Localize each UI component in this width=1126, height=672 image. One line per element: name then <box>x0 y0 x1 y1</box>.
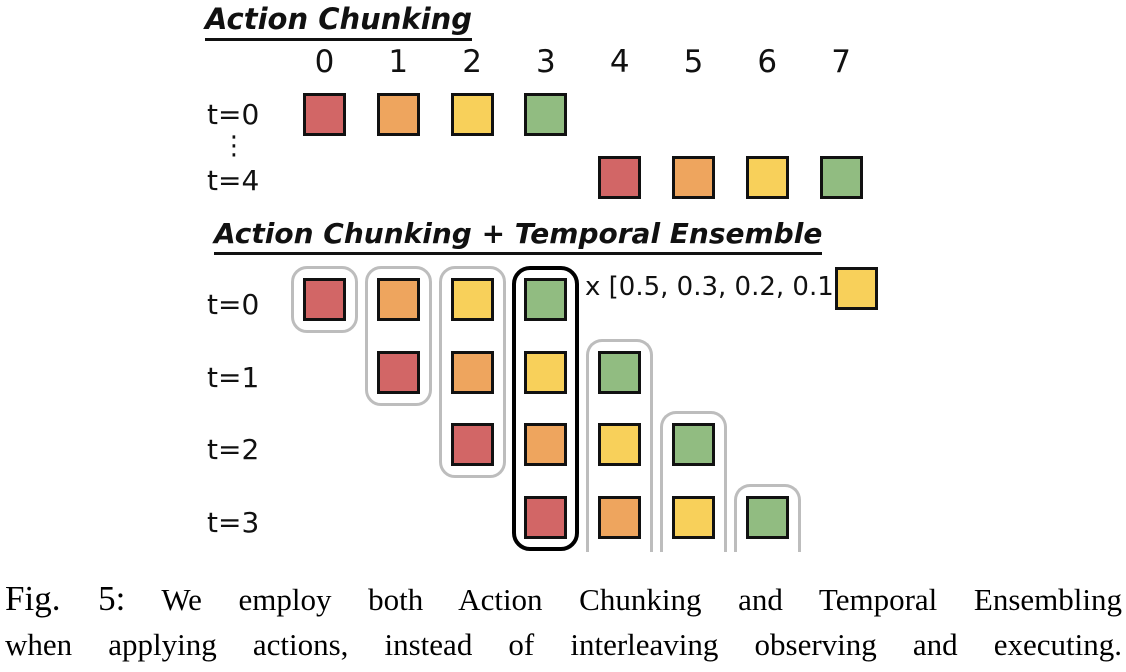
row-label-t=1: t=1 <box>207 361 260 394</box>
action-square-green <box>524 278 568 321</box>
row-label-t=0: t=0 <box>207 288 260 321</box>
column-header-5: 5 <box>683 44 704 80</box>
caption-line-1-text: We employ both Action Chunking and Tempo… <box>161 582 1122 617</box>
action-square-green <box>598 351 642 394</box>
action-square-orange <box>598 496 642 539</box>
column-header-3: 3 <box>536 44 556 80</box>
ensembled-action-square <box>835 267 878 310</box>
row-label-t=0: t=0 <box>207 98 260 131</box>
action-square-red <box>376 351 420 394</box>
column-header-6: 6 <box>757 44 778 80</box>
ensemble-group-col-5 <box>660 411 727 552</box>
action-square-red <box>598 156 642 199</box>
action-square-red <box>303 93 346 136</box>
column-header-1: 1 <box>388 44 409 80</box>
action-square-red <box>450 423 494 466</box>
action-square-green <box>524 93 568 136</box>
action-square-yellow <box>524 351 568 394</box>
figure-caption: Fig. 5: We employ both Action Chunking a… <box>5 576 1122 667</box>
action-square-yellow <box>450 93 494 136</box>
action-square-orange <box>376 278 420 321</box>
action-square-green <box>745 496 789 539</box>
caption-line-1: Fig. 5: We employ both Action Chunking a… <box>5 576 1122 622</box>
row-label-t=3: t=3 <box>207 506 260 539</box>
action-square-green <box>819 156 863 199</box>
ensemble-group-col-6 <box>733 484 801 552</box>
column-header-4: 4 <box>609 44 630 80</box>
ensemble-group-col-3-highlighted <box>512 266 580 551</box>
action-square-orange <box>672 156 715 199</box>
ensemble-weight-expression: x [0.5, 0.3, 0.2, 0.1] = <box>585 272 874 302</box>
column-header-2: 2 <box>462 44 482 80</box>
column-header-0: 0 <box>314 44 335 80</box>
action-square-orange <box>450 351 494 394</box>
caption-line-2: when applying actions, instead of interl… <box>5 627 1122 662</box>
row-label-t=4: t=4 <box>207 164 260 197</box>
ensemble-group-col-4 <box>586 339 654 552</box>
ensemble-group-col-1 <box>364 266 432 406</box>
column-header-7: 7 <box>831 44 851 80</box>
temporal-ensemble-title: Action Chunking + Temporal Ensemble <box>214 218 823 255</box>
action-square-red <box>303 278 346 321</box>
caption-fig-label: Fig. 5: <box>5 579 126 618</box>
vertical-ellipsis: ⋮ <box>221 131 247 161</box>
action-square-orange <box>376 93 420 136</box>
action-square-yellow <box>450 278 494 321</box>
action-square-yellow <box>672 496 715 539</box>
ensemble-group-col-0 <box>291 266 358 333</box>
ensemble-group-col-2 <box>438 266 506 478</box>
action-square-yellow <box>598 423 642 466</box>
action-square-red <box>524 496 568 539</box>
action-square-green <box>672 423 715 466</box>
row-label-t=2: t=2 <box>207 433 260 466</box>
action-square-orange <box>524 423 568 466</box>
action-chunking-title: Action Chunking <box>205 3 473 41</box>
action-square-yellow <box>745 156 789 199</box>
